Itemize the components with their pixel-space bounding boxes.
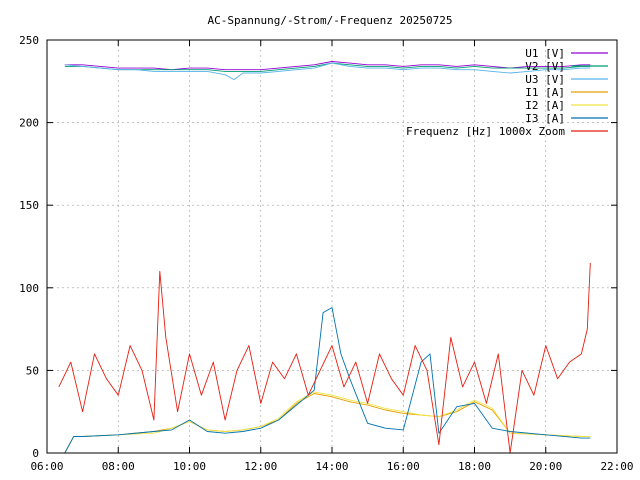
y-tick-label: 0: [32, 447, 39, 460]
x-tick-label: 08:00: [102, 460, 135, 473]
x-tick-label: 14:00: [315, 460, 348, 473]
series-line-6: [64, 307, 591, 454]
series-line-4: [64, 393, 591, 454]
x-tick-label: 12:00: [244, 460, 277, 473]
legend-label: I3 [A]: [525, 112, 565, 125]
series-layer: [58, 61, 591, 454]
y-tick-label: 100: [19, 282, 39, 295]
legend-label: I1 [A]: [525, 86, 565, 99]
x-tick-label: 22:00: [600, 460, 633, 473]
legend-label: I2 [A]: [525, 99, 565, 112]
x-tick-label: 06:00: [30, 460, 63, 473]
y-tick-label: 50: [26, 364, 39, 377]
legend-label: U1 [V]: [525, 47, 565, 60]
x-tick-label: 18:00: [458, 460, 491, 473]
legend-label: U3 [V]: [525, 73, 565, 86]
tick-layer: 0 50 100 150 200 250 06:00 08:00 10:00 12:00 14:00…: [19, 34, 633, 473]
x-tick-label: 16:00: [387, 460, 420, 473]
legend-label: Frequenz [Hz] 1000x Zoom: [406, 125, 565, 138]
x-tick-label: 10:00: [173, 460, 206, 473]
x-tick-label: 20:00: [529, 460, 562, 473]
y-tick-label: 150: [19, 199, 39, 212]
legend-label: V2 [V]: [525, 60, 565, 73]
series-line-7: [58, 262, 591, 454]
y-tick-label: 250: [19, 34, 39, 47]
chart-title: AC-Spannung/-Strom/-Frequenz 20250725: [207, 14, 452, 27]
legend: U1 [V]V2 [V]U3 [V]I1 [A]I2 [A]I3 [A]Freq…: [406, 47, 608, 138]
grid-layer: [47, 40, 617, 453]
y-tick-label: 200: [19, 117, 39, 130]
series-line-3: [64, 62, 591, 81]
